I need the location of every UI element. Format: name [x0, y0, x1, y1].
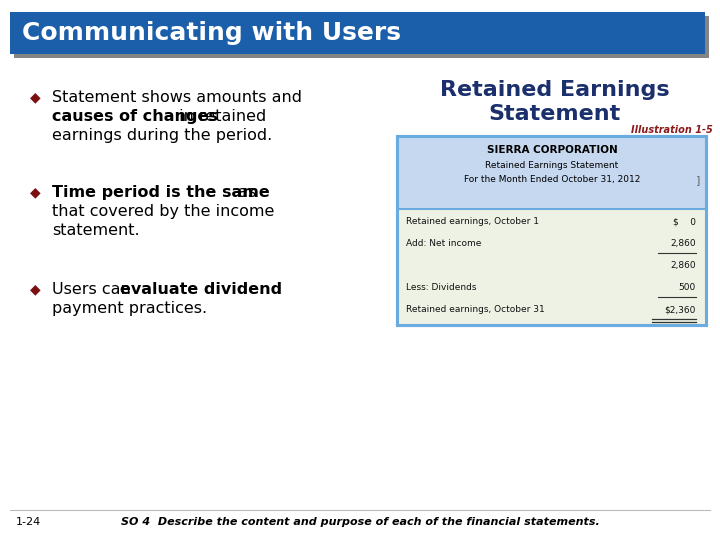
Text: 2,860: 2,860 [670, 261, 696, 270]
Text: 1-24: 1-24 [16, 517, 41, 527]
Text: earnings during the period.: earnings during the period. [52, 128, 272, 143]
Text: SIERRA CORPORATION: SIERRA CORPORATION [487, 145, 617, 155]
FancyBboxPatch shape [14, 16, 709, 58]
Text: Users can: Users can [52, 282, 136, 297]
Text: in retained: in retained [174, 109, 266, 124]
Text: as: as [233, 185, 256, 200]
Text: statement.: statement. [52, 223, 140, 238]
Text: ◆: ◆ [30, 282, 40, 296]
Text: Statement: Statement [489, 104, 621, 124]
Text: payment practices.: payment practices. [52, 301, 207, 316]
Text: 2,860: 2,860 [670, 239, 696, 248]
Text: Time period is the same: Time period is the same [52, 185, 270, 200]
Text: Retained Earnings: Retained Earnings [440, 80, 670, 100]
Text: Illustration 1-5: Illustration 1-5 [631, 125, 713, 135]
FancyBboxPatch shape [398, 137, 706, 209]
FancyBboxPatch shape [10, 12, 705, 54]
Text: Less: Dividends: Less: Dividends [406, 283, 477, 292]
Text: ◆: ◆ [30, 90, 40, 104]
Text: ◆: ◆ [30, 185, 40, 199]
Text: Add: Net income: Add: Net income [406, 239, 482, 248]
Text: $    0: $ 0 [673, 217, 696, 226]
Text: Retained Earnings Statement: Retained Earnings Statement [485, 161, 618, 170]
Text: $2,360: $2,360 [665, 305, 696, 314]
Text: causes of changes: causes of changes [52, 109, 218, 124]
FancyBboxPatch shape [398, 209, 706, 325]
Text: Retained earnings, October 31: Retained earnings, October 31 [406, 305, 545, 314]
Text: Retained earnings, October 1: Retained earnings, October 1 [406, 217, 539, 226]
Text: Communicating with Users: Communicating with Users [22, 21, 401, 45]
Text: For the Month Ended October 31, 2012: For the Month Ended October 31, 2012 [464, 175, 640, 184]
Text: SO 4  Describe the content and purpose of each of the financial statements.: SO 4 Describe the content and purpose of… [121, 517, 599, 527]
Text: Statement shows amounts and: Statement shows amounts and [52, 90, 302, 105]
Text: 500: 500 [679, 283, 696, 292]
Text: evaluate dividend: evaluate dividend [120, 282, 282, 297]
Text: that covered by the income: that covered by the income [52, 204, 274, 219]
Text: ]: ] [696, 175, 700, 185]
